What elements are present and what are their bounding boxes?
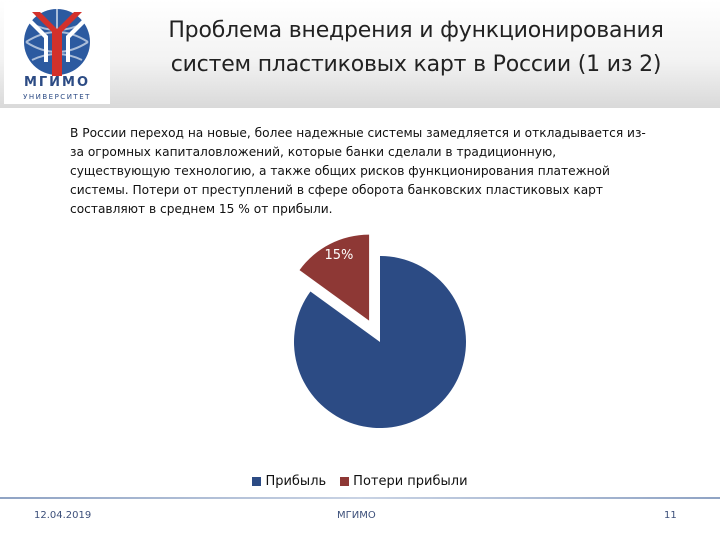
body-line-5: составляют в среднем 15 % от прибыли. [70,202,333,216]
logo-text: МГИМО [24,75,90,90]
pie-slice-profit [294,256,466,428]
title-line-1: Проблема внедрения и функционирования [168,18,664,43]
pie-slice-losses [299,234,370,321]
body-paragraph: В России переход на новые, более надежны… [70,124,690,219]
body-line-2: за огромных капиталовложений, которые ба… [70,145,557,159]
footer-divider [0,497,720,499]
legend-label-profit: Прибыль [265,474,327,489]
title-line-2: систем пластиковых карт в России (1 из 2… [170,52,662,77]
legend-swatch-losses [340,477,350,486]
footer-center: МГИМО [337,510,376,521]
logo-subtext: УНИВЕРСИТЕТ [23,93,91,101]
slide-header: МГИМО УНИВЕРСИТЕТ Проблема внедрения и ф… [0,0,720,108]
legend-swatch-profit [252,477,262,486]
slide-title: Проблема внедрения и функционирования си… [118,14,714,82]
legend-label-losses: Потери прибыли [353,474,468,489]
legend-item-profit: Прибыль [252,474,326,489]
body-line-4: системы. Потери от преступлений в сфере … [70,183,604,197]
body-line-1: В России переход на новые, более надежны… [70,126,646,140]
chart-legend: Прибыль Потери прибыли [0,474,720,489]
pie-label-losses: 15% [324,248,353,263]
pie-chart: 85% 15% [294,234,466,442]
legend-item-losses: Потери прибыли [340,474,468,489]
mgimo-logo: МГИМО УНИВЕРСИТЕТ [4,2,110,104]
pie-label-profit: 85% [436,427,465,442]
body-line-3: существующую технологию, а также общих р… [70,164,610,178]
footer-page-number: 11 [664,510,677,521]
footer-date: 12.04.2019 [34,510,92,521]
